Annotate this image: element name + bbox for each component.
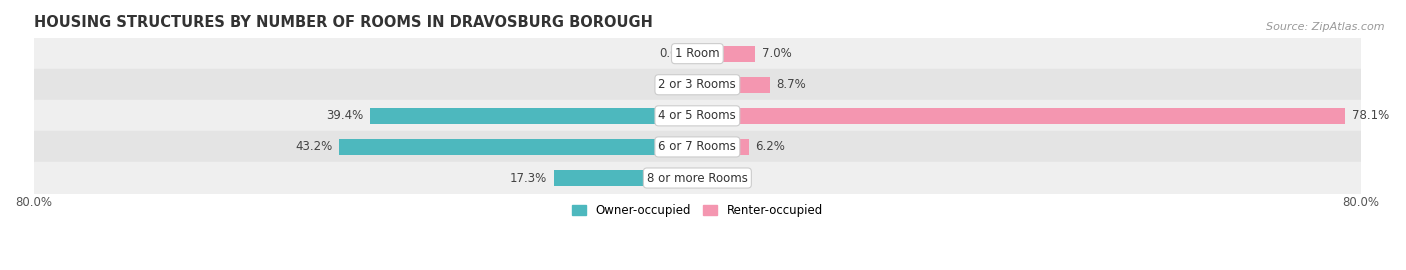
Bar — [697, 139, 749, 155]
Bar — [370, 108, 697, 124]
Bar — [697, 108, 1346, 124]
Bar — [697, 77, 769, 93]
Text: 1 Room: 1 Room — [675, 47, 720, 60]
Text: Source: ZipAtlas.com: Source: ZipAtlas.com — [1267, 22, 1385, 32]
Bar — [34, 38, 1361, 69]
Text: 0.0%: 0.0% — [706, 171, 735, 184]
Bar — [34, 131, 1361, 163]
Legend: Owner-occupied, Renter-occupied: Owner-occupied, Renter-occupied — [567, 200, 828, 222]
Text: 17.3%: 17.3% — [510, 171, 547, 184]
Text: 8.7%: 8.7% — [776, 78, 806, 91]
Text: HOUSING STRUCTURES BY NUMBER OF ROOMS IN DRAVOSBURG BOROUGH: HOUSING STRUCTURES BY NUMBER OF ROOMS IN… — [34, 15, 652, 30]
Bar — [34, 100, 1361, 131]
Bar — [339, 139, 697, 155]
Text: 78.1%: 78.1% — [1353, 109, 1389, 122]
Text: 6 or 7 Rooms: 6 or 7 Rooms — [658, 140, 737, 153]
Text: 6.2%: 6.2% — [755, 140, 786, 153]
Text: 2 or 3 Rooms: 2 or 3 Rooms — [658, 78, 737, 91]
Bar — [34, 163, 1361, 194]
Bar — [34, 69, 1361, 100]
Text: 8 or more Rooms: 8 or more Rooms — [647, 171, 748, 184]
Text: 0.0%: 0.0% — [659, 47, 689, 60]
Text: 0.0%: 0.0% — [659, 78, 689, 91]
Bar — [697, 46, 755, 62]
Bar — [554, 170, 697, 186]
Text: 39.4%: 39.4% — [326, 109, 364, 122]
Text: 4 or 5 Rooms: 4 or 5 Rooms — [658, 109, 737, 122]
Text: 43.2%: 43.2% — [295, 140, 332, 153]
Text: 7.0%: 7.0% — [762, 47, 792, 60]
